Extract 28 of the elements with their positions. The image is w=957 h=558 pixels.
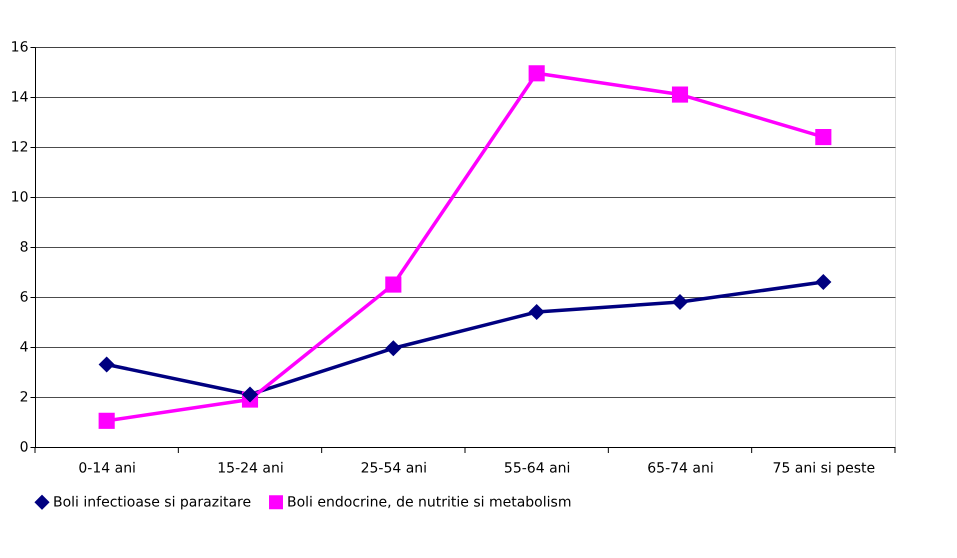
x-tick-label: 75 ani si peste xyxy=(772,460,876,476)
point xyxy=(815,128,832,146)
point xyxy=(672,86,688,103)
y-tick-label: 6 xyxy=(20,290,29,306)
point xyxy=(385,340,402,356)
y-tick-label: 2 xyxy=(20,390,28,406)
point xyxy=(385,276,402,293)
point xyxy=(98,412,115,429)
y-tick-label: 14 xyxy=(10,90,29,106)
x-tick-label: 0-14 ani xyxy=(78,460,136,476)
point xyxy=(98,356,115,373)
point xyxy=(815,274,832,290)
legend-label: Boli infectioase si parazitare xyxy=(53,494,252,510)
y-tick-label: 8 xyxy=(20,240,28,256)
point xyxy=(672,294,688,310)
y-tick-label: 10 xyxy=(10,190,28,206)
y-tick-label: 0 xyxy=(20,440,28,456)
x-tick-label: 65-74 ani xyxy=(647,460,714,476)
point xyxy=(528,65,545,82)
y-tick-label: 4 xyxy=(20,340,29,356)
point xyxy=(242,386,258,403)
y-tick-label: 12 xyxy=(10,140,28,156)
x-tick-label: 25-54 ani xyxy=(360,460,428,476)
y-tick-label: 16 xyxy=(10,40,29,56)
point xyxy=(528,304,545,320)
x-tick-label: 15-24 ani xyxy=(217,460,284,476)
legend-label: Boli endocrine, de nutritie si metabolism xyxy=(287,494,572,510)
x-tick-label: 55-64 ani xyxy=(504,460,570,476)
